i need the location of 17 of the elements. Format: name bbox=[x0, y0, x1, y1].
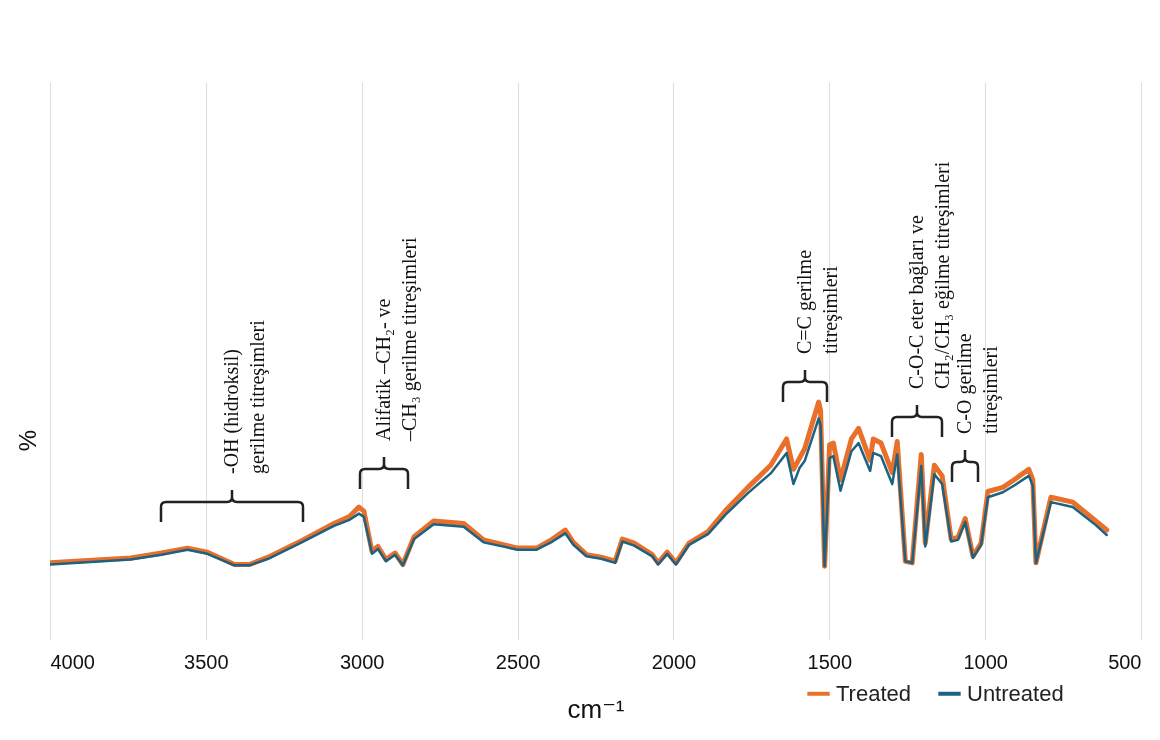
x-tick-label: 500 bbox=[1108, 650, 1142, 673]
annotation: Alifatik –CH₂- ve –CH₃ gerilme titreşimleri bbox=[372, 236, 421, 442]
x-tick-label: 3500 bbox=[184, 650, 229, 673]
text: C=C gerilme titreşimleri bbox=[793, 249, 842, 354]
legend-label: Treated bbox=[836, 680, 912, 706]
legend-label: Untreated bbox=[967, 680, 1064, 706]
x-tick-label: 3000 bbox=[339, 650, 385, 673]
x-tick-label: 1000 bbox=[963, 650, 1008, 673]
annotation: C-O gerilme titreşimleri bbox=[953, 333, 1002, 434]
x-tick-label: 4000 bbox=[50, 650, 95, 673]
x-tick-label: 2500 bbox=[495, 650, 541, 673]
x-tick-label: 2000 bbox=[651, 650, 697, 673]
y-axis-title: % bbox=[13, 429, 41, 452]
annotation: -OH (hidroksil) gerilme titreşimleri bbox=[220, 319, 269, 474]
x-axis-title: cm⁻¹ bbox=[567, 693, 625, 724]
text: C-O-C eter bağları ve CH₂/CH₃ eğilme titreşimleri bbox=[905, 161, 954, 389]
x-tick-label: 1500 bbox=[807, 650, 853, 673]
